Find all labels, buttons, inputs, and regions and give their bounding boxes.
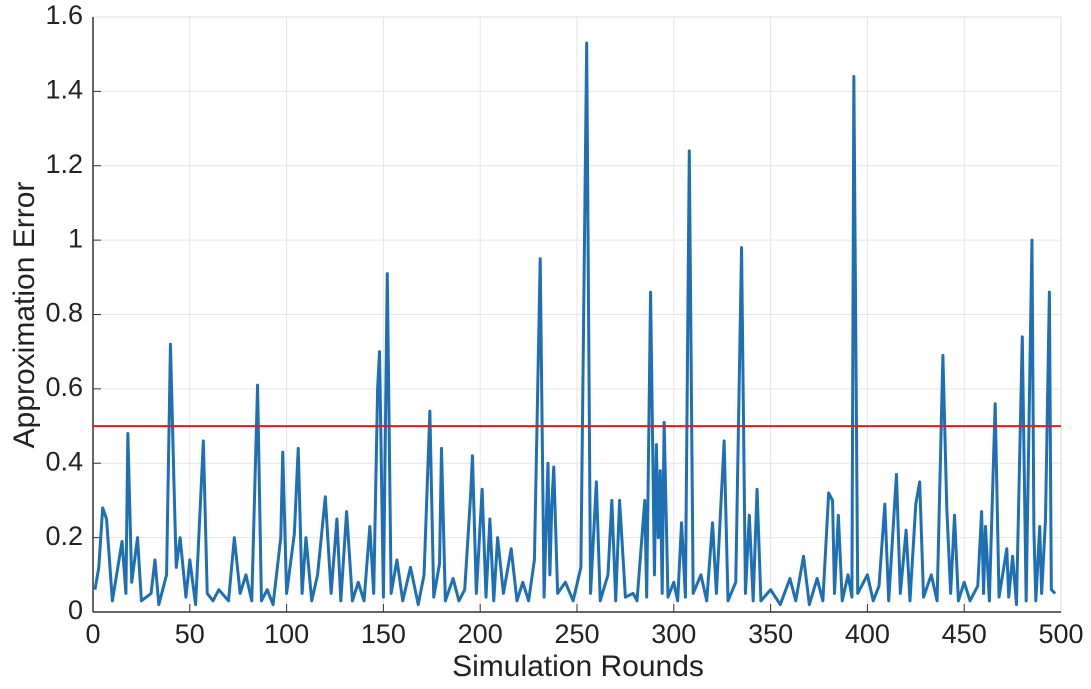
- x-tick-label: 200: [458, 619, 503, 649]
- y-tick-label: 1.4: [45, 75, 83, 105]
- x-axis-label: Simulation Rounds: [452, 650, 704, 683]
- y-tick-label: 0.8: [45, 298, 83, 328]
- y-tick-label: 1: [68, 223, 83, 253]
- y-tick-label: 0.4: [45, 446, 83, 476]
- x-tick-label: 250: [554, 619, 599, 649]
- x-tick-label: 400: [845, 619, 890, 649]
- x-tick-label: 0: [85, 619, 100, 649]
- x-tick-label: 500: [1038, 619, 1083, 649]
- y-tick-label: 0.2: [45, 521, 83, 551]
- x-tick-label: 300: [651, 619, 696, 649]
- x-tick-label: 350: [748, 619, 793, 649]
- y-tick-label: 0.6: [45, 372, 83, 402]
- x-tick-label: 150: [361, 619, 406, 649]
- y-tick-label: 0: [68, 595, 83, 625]
- x-tick-label: 450: [942, 619, 987, 649]
- y-axis-label: Approximation Error: [8, 182, 41, 449]
- x-tick-label: 100: [264, 619, 309, 649]
- x-tick-label: 50: [175, 619, 205, 649]
- y-tick-label: 1.2: [45, 149, 83, 179]
- y-tick-label: 1.6: [45, 0, 83, 30]
- data-line: [93, 41, 1057, 607]
